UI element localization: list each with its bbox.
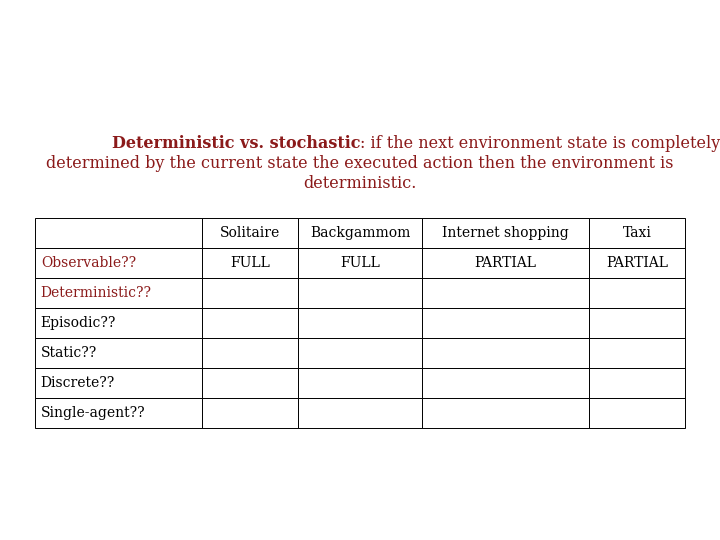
Text: Static??: Static?? [41,346,97,360]
Text: PARTIAL: PARTIAL [474,256,537,270]
Text: Solitaire: Solitaire [220,226,280,240]
Text: PARTIAL: PARTIAL [606,256,668,270]
Text: FULL: FULL [340,256,380,270]
Text: Backgammom: Backgammom [310,226,410,240]
Text: Deterministic??: Deterministic?? [41,286,152,300]
Text: Internet shopping: Internet shopping [442,226,569,240]
Text: : if the next environment state is completely: : if the next environment state is compl… [360,135,720,152]
Text: Observable??: Observable?? [41,256,136,270]
Text: deterministic.: deterministic. [303,175,417,192]
Text: 26-9-2020    Pag19: 26-9-2020 Pag19 [10,525,103,535]
Text: Deterministic vs. stochastic: Deterministic vs. stochastic [112,135,360,152]
Text: Single-agent??: Single-agent?? [41,406,145,420]
Text: AI 1: AI 1 [10,510,29,519]
Text: Episodic??: Episodic?? [41,316,116,330]
Text: Environment types: Environment types [35,36,456,79]
Text: Taxi: Taxi [623,226,652,240]
Text: determined by the current state the executed action then the environment is: determined by the current state the exec… [46,155,674,172]
Text: Discrete??: Discrete?? [41,376,115,390]
Text: FULL: FULL [230,256,270,270]
